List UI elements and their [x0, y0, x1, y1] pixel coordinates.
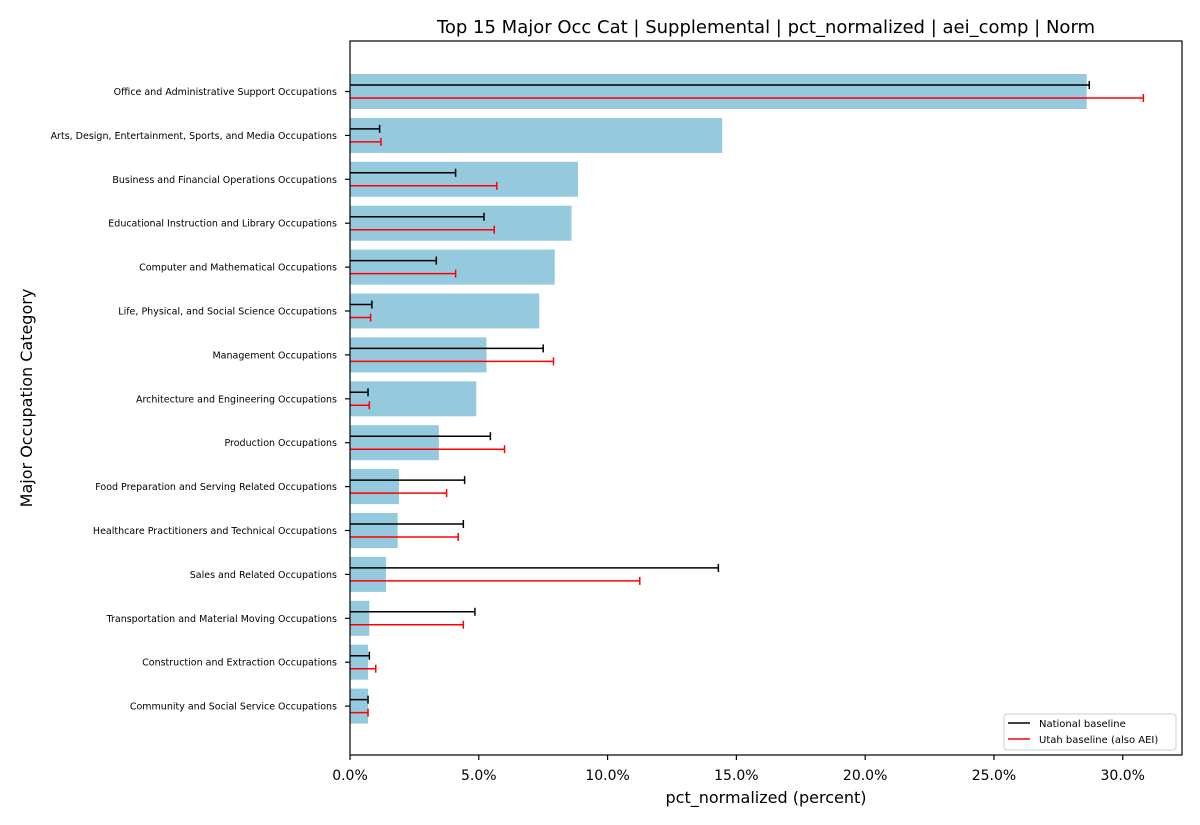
x-axis-label: pct_normalized (percent) — [666, 788, 867, 808]
bar — [350, 74, 1087, 109]
y-tick-label: Life, Physical, and Social Science Occup… — [118, 307, 337, 318]
y-axis-label: Major Occupation Category — [17, 289, 36, 508]
x-tick-label: 30.0% — [1101, 768, 1145, 784]
bar — [350, 293, 540, 329]
legend-label-utah: Utah baseline (also AEI) — [1039, 735, 1158, 746]
x-axis: 0.0% 5.0% 10.0% 15.0% 20.0% 25.0% 30.0% — [332, 755, 1145, 784]
x-tick-label: 20.0% — [843, 768, 887, 784]
y-tick-label: Food Preparation and Serving Related Occ… — [95, 482, 337, 493]
y-tick-label: Production Occupations — [224, 438, 337, 449]
bar — [350, 381, 477, 417]
legend-box — [1003, 713, 1177, 751]
y-tick-label: Architecture and Engineering Occupations — [136, 394, 337, 405]
y-tick-label: Construction and Extraction Occupations — [142, 658, 337, 669]
legend-label-national: National baseline — [1039, 719, 1126, 730]
chart-title: Top 15 Major Occ Cat | Supplemental | pc… — [436, 17, 1095, 38]
y-tick-label: Healthcare Practitioners and Technical O… — [93, 526, 337, 537]
bar — [350, 161, 578, 197]
x-tick-label: 5.0% — [461, 768, 497, 784]
y-tick-label: Arts, Design, Entertainment, Sports, and… — [51, 131, 337, 142]
y-tick-label: Transportation and Material Moving Occup… — [106, 614, 337, 625]
bar — [350, 644, 369, 680]
x-tick-label: 0.0% — [332, 768, 368, 784]
bar — [350, 688, 369, 724]
plot-frame — [349, 40, 1183, 756]
bar — [350, 249, 555, 285]
bar — [350, 469, 399, 505]
y-tick-label: Computer and Mathematical Occupations — [139, 263, 337, 274]
x-tick-label: 10.0% — [585, 768, 629, 784]
x-tick-label: 25.0% — [972, 768, 1016, 784]
y-tick-label: Office and Administrative Support Occupa… — [114, 87, 337, 98]
bar — [350, 337, 487, 373]
y-axis: Office and Administrative Support Occupa… — [51, 87, 350, 713]
y-tick-label: Business and Financial Operations Occupa… — [112, 175, 337, 186]
legend: National baseline Utah baseline (also AE… — [1003, 713, 1177, 751]
y-tick-label: Sales and Related Occupations — [190, 570, 337, 581]
error-lines-group — [350, 81, 1145, 717]
y-tick-label: Community and Social Service Occupations — [130, 702, 337, 713]
bars-group — [350, 74, 1087, 724]
bar — [350, 425, 439, 461]
y-tick-label: Management Occupations — [212, 350, 337, 361]
bar — [350, 556, 387, 592]
bar — [350, 205, 572, 241]
y-tick-label: Educational Instruction and Library Occu… — [108, 219, 337, 230]
bar — [350, 117, 723, 153]
bar — [350, 513, 398, 548]
bar — [350, 600, 370, 636]
x-tick-label: 15.0% — [714, 768, 758, 784]
